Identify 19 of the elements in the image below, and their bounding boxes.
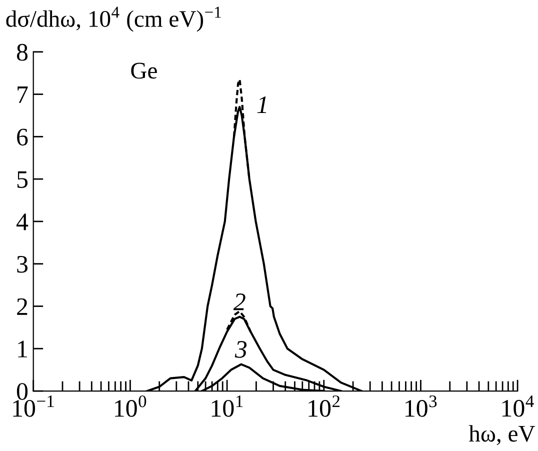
y-tick-label: 7 — [18, 86, 28, 103]
x-tick-label: 10$^{4}$ — [502, 395, 534, 417]
x-tick-label: 10$^{3}$ — [406, 395, 437, 417]
series-label: 2 — [233, 294, 246, 310]
y-tick-label: 8 — [16, 44, 28, 61]
series-label: 3 — [234, 341, 247, 358]
x-tick-label: 10$^{1}$ — [212, 395, 243, 417]
annotation: Ge — [131, 62, 157, 79]
y-tick-label: 5 — [17, 171, 28, 188]
y-axis-title: dσ/dhω, 10$^{4}$ (cm eV)$^{−1}$ — [6, 6, 221, 32]
y-tick-label: 2 — [17, 298, 28, 315]
x-axis-title: hω, eV — [468, 425, 536, 446]
series-label: 1 — [257, 96, 266, 113]
y-tick-label: 4 — [16, 214, 28, 230]
y-tick-label: 6 — [17, 128, 28, 146]
x-tick-label: 10$^{0}$ — [115, 395, 146, 417]
y-tick-label: 3 — [17, 256, 28, 273]
x-tick-label: 10$^{2}$ — [308, 395, 340, 417]
y-tick-label: 1 — [18, 340, 27, 358]
